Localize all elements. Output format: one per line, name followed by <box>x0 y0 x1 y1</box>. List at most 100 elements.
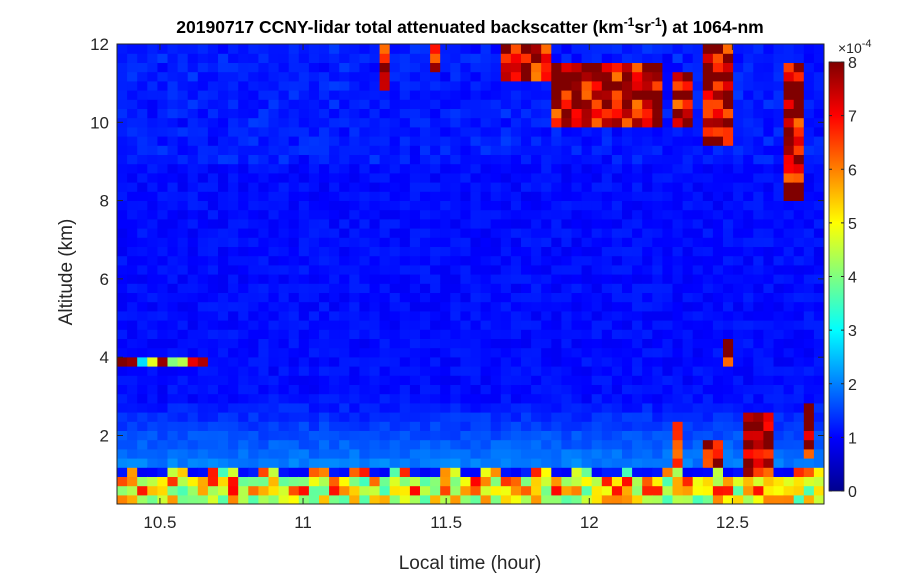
heatmap-cell <box>430 448 441 459</box>
heatmap-cell <box>591 200 603 211</box>
heatmap-cell <box>420 448 431 459</box>
heatmap-cell <box>238 485 249 496</box>
heatmap-cell <box>218 136 229 146</box>
heatmap-cell <box>712 448 724 459</box>
heatmap-cell <box>773 412 785 422</box>
heatmap-cell <box>218 246 229 257</box>
heatmap-cell <box>157 209 169 220</box>
heatmap-cell <box>571 292 583 303</box>
heatmap-cell <box>632 338 643 349</box>
heatmap-cell <box>319 283 330 293</box>
heatmap-cell <box>147 246 158 257</box>
heatmap-cell <box>773 430 785 441</box>
heatmap-cell <box>803 246 815 257</box>
heatmap-cell <box>339 218 350 229</box>
y-tick-label: 4 <box>100 348 109 367</box>
heatmap-cell <box>187 467 199 477</box>
heatmap-cell <box>167 347 179 358</box>
heatmap-cell <box>399 62 411 73</box>
heatmap-cell <box>319 448 330 459</box>
heatmap-cell <box>743 448 754 459</box>
heatmap-cell <box>480 90 492 100</box>
heatmap-cell <box>298 99 310 109</box>
heatmap-cell <box>813 209 824 220</box>
heatmap-cell <box>510 329 522 339</box>
heatmap-cell <box>723 209 734 220</box>
heatmap-cell <box>723 421 734 431</box>
heatmap-cell <box>581 476 593 487</box>
heatmap-cell <box>460 264 472 275</box>
heatmap-cell <box>723 393 734 404</box>
heatmap-cell <box>500 117 512 128</box>
heatmap-cell <box>187 412 199 422</box>
heatmap-cell <box>379 347 391 358</box>
heatmap-cell <box>420 99 431 109</box>
heatmap-cell <box>793 44 805 54</box>
heatmap-cell <box>359 274 371 284</box>
heatmap-cell <box>187 145 199 155</box>
heatmap-cell <box>622 421 633 431</box>
heatmap-cell <box>500 80 512 91</box>
heatmap-cell <box>197 237 209 247</box>
heatmap-cell <box>743 71 754 82</box>
heatmap-cell <box>349 62 360 73</box>
heatmap-cell <box>298 494 310 504</box>
heatmap-cell <box>278 494 290 504</box>
heatmap-cell <box>521 218 532 229</box>
heatmap-cell <box>682 274 694 284</box>
heatmap-cell <box>551 476 562 487</box>
heatmap-cell <box>632 246 643 257</box>
heatmap-cell <box>238 218 249 229</box>
heatmap-cell <box>541 402 552 413</box>
heatmap-cell <box>399 218 411 229</box>
heatmap-cell <box>319 384 330 395</box>
heatmap-cell <box>672 90 684 100</box>
heatmap-cell <box>803 402 815 413</box>
heatmap-cell <box>308 467 320 477</box>
heatmap-cell <box>167 393 179 404</box>
heatmap-cell <box>369 62 381 73</box>
heatmap-cell <box>177 172 189 183</box>
heatmap-cell <box>531 485 542 496</box>
heatmap-cell <box>551 448 562 459</box>
heatmap-cell <box>420 228 431 238</box>
heatmap-cell <box>278 71 290 82</box>
heatmap-cell <box>753 274 764 284</box>
heatmap-cell <box>571 136 583 146</box>
heatmap-cell <box>803 44 815 54</box>
heatmap-cell <box>541 430 552 441</box>
heatmap-cell <box>551 237 562 247</box>
heatmap-cell <box>793 329 805 339</box>
heatmap-cell <box>369 108 381 119</box>
heatmap-cell <box>521 384 532 395</box>
heatmap-cell <box>308 274 320 284</box>
heatmap-cell <box>470 80 482 91</box>
heatmap-cell <box>258 274 270 284</box>
heatmap-cell <box>733 80 744 91</box>
heatmap-cell <box>319 200 330 211</box>
heatmap-cell <box>803 292 815 303</box>
heatmap-cell <box>733 264 744 275</box>
heatmap-cell <box>369 329 381 339</box>
heatmap-cell <box>430 338 441 349</box>
heatmap-cell <box>359 439 371 450</box>
heatmap-cell <box>207 53 219 63</box>
heatmap-cell <box>117 329 128 339</box>
heatmap-cell <box>702 218 714 229</box>
heatmap-cell <box>308 182 320 192</box>
heatmap-cell <box>359 310 371 321</box>
heatmap-cell <box>379 366 391 376</box>
heatmap-cell <box>793 356 805 367</box>
heatmap-cell <box>510 384 522 395</box>
heatmap-cell <box>329 393 340 404</box>
heatmap-cell <box>723 264 734 275</box>
heatmap-cell <box>611 71 623 82</box>
heatmap-cell <box>450 421 461 431</box>
heatmap-cell <box>601 320 613 330</box>
heatmap-cell <box>783 476 795 487</box>
heatmap-cell <box>773 163 785 174</box>
heatmap-cell <box>521 292 532 303</box>
heatmap-cell <box>197 458 209 468</box>
heatmap-cell <box>298 182 310 192</box>
heatmap-cell <box>692 53 704 63</box>
